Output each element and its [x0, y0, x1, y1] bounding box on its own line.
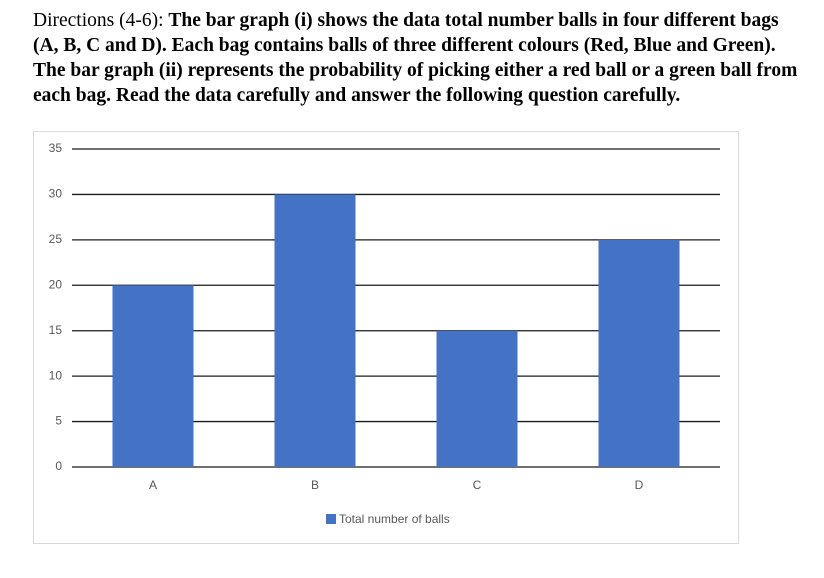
- bar: [274, 194, 356, 467]
- bar: [598, 239, 680, 467]
- x-tick-label: D: [635, 478, 644, 492]
- chart-border: [33, 131, 739, 544]
- directions-text: The bar graph (i) shows the data total n…: [33, 10, 798, 106]
- y-tick-label: 10: [49, 368, 63, 382]
- directions: Directions (4-6): The bar graph (i) show…: [33, 8, 803, 108]
- legend-label: Total number of balls: [339, 512, 450, 526]
- y-tick-label: 5: [55, 414, 62, 428]
- bar: [436, 330, 518, 467]
- legend-swatch: [326, 514, 336, 524]
- y-tick-label: 20: [49, 277, 63, 291]
- x-tick-label: B: [311, 478, 319, 492]
- y-tick-label: 15: [49, 323, 63, 337]
- x-tick-label: A: [149, 478, 157, 492]
- y-tick-label: 35: [49, 141, 63, 155]
- y-tick-label: 25: [49, 232, 63, 246]
- directions-label: Directions (4-6):: [33, 10, 164, 31]
- y-tick-label: 30: [49, 187, 63, 201]
- x-tick-label: C: [473, 478, 482, 492]
- y-tick-label: 0: [55, 459, 62, 473]
- bar: [112, 285, 194, 467]
